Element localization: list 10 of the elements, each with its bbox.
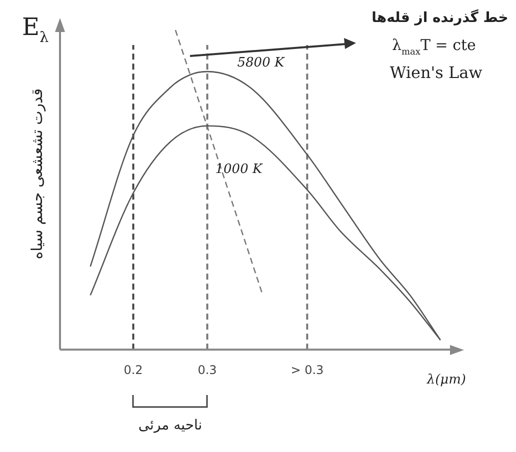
x-tick-label: > 0.3 bbox=[290, 362, 324, 377]
series-label: 5800 K bbox=[237, 55, 286, 70]
x-tick-label: 0.2 bbox=[124, 362, 143, 377]
text: خط گذرنده از قله‌ها bbox=[372, 9, 508, 26]
series-label: 1000 K bbox=[215, 162, 264, 177]
x-tick-label: 0.3 bbox=[198, 362, 217, 377]
annotation: Wien's Law bbox=[390, 63, 483, 82]
y-axis-title: قدرت تشعشعی جسم سیاه bbox=[28, 88, 46, 260]
x-axis-title: λ(μm) bbox=[426, 372, 466, 388]
text: ناحیه مرئی bbox=[138, 418, 202, 434]
